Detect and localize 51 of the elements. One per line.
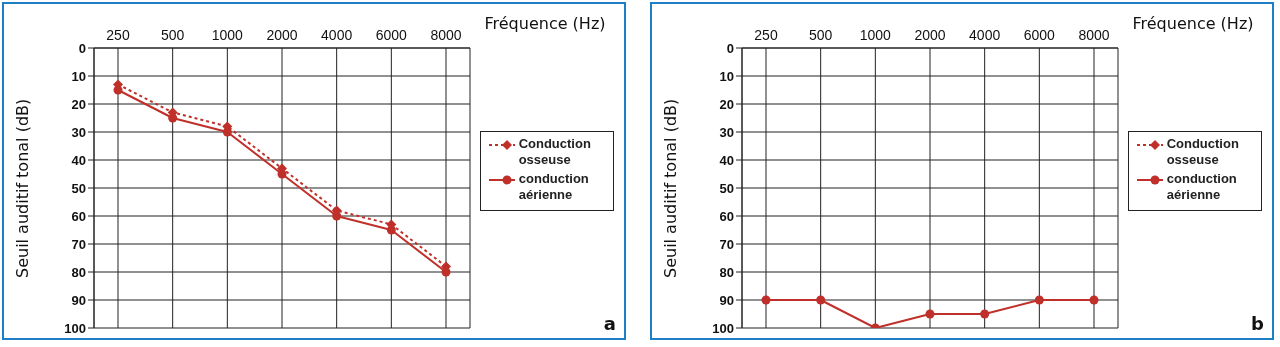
x-tick-label: 4000	[321, 27, 353, 43]
x-tick-label: 500	[808, 27, 833, 43]
y-tick-label: 100	[64, 320, 86, 336]
x-tick-label: 2000	[266, 27, 298, 43]
y-tick-label: 60	[71, 208, 86, 224]
y-tick-label: 30	[71, 124, 86, 140]
x-tick-label: 6000	[375, 27, 408, 43]
x-tick-label: 250	[754, 27, 778, 43]
point	[168, 113, 178, 123]
point	[441, 267, 451, 277]
y-tick-label: 80	[71, 264, 86, 280]
legend-label: conduction aérienne	[1166, 171, 1238, 203]
y-tick-label: 60	[719, 208, 734, 224]
point	[222, 127, 232, 137]
x-tick-label: 500	[160, 27, 185, 43]
y-tick-label: 0	[78, 40, 86, 56]
y-tick-label: 100	[712, 320, 734, 336]
x-tick-label: 6000	[1023, 27, 1056, 43]
point	[332, 211, 342, 221]
y-tick-label: 50	[719, 180, 734, 196]
text: b	[1251, 313, 1264, 334]
x-axis-title: Fréquence (Hz)	[483, 14, 607, 34]
y-tick-label: 80	[719, 264, 734, 280]
y-tick-label: 40	[719, 152, 734, 168]
y-tick-label: 20	[71, 96, 86, 112]
y-axis-title: Seuil auditif tonal (dB)	[12, 98, 32, 278]
x-tick-label: 1000	[211, 27, 244, 43]
x-tick-label: 1000	[859, 27, 892, 43]
y-tick-label: 70	[719, 236, 734, 252]
y-tick-label: 70	[71, 236, 86, 252]
x-tick-label: 8000	[1078, 27, 1110, 43]
text: a	[603, 313, 616, 334]
y-tick-label: 90	[71, 292, 86, 308]
point	[277, 169, 287, 179]
y-tick-label: 40	[71, 152, 86, 168]
point	[113, 85, 123, 95]
x-tick-label: 2000	[914, 27, 946, 43]
y-tick-label: 10	[71, 68, 86, 84]
y-tick-label: 30	[719, 124, 734, 140]
x-tick-label: 4000	[969, 27, 1001, 43]
point	[386, 225, 396, 235]
x-tick-label: 8000	[430, 27, 462, 43]
y-tick-label: 90	[719, 292, 734, 308]
x-axis-title: Fréquence (Hz)	[1131, 14, 1255, 34]
y-tick-label: 20	[719, 96, 734, 112]
y-axis-title: Seuil auditif tonal (dB)	[660, 98, 680, 278]
y-tick-label: 50	[71, 180, 86, 196]
y-tick-label: 10	[719, 68, 734, 84]
y-tick-label: 0	[726, 40, 734, 56]
legend-label: conduction aérienne	[518, 171, 590, 203]
x-tick-label: 250	[106, 27, 130, 43]
